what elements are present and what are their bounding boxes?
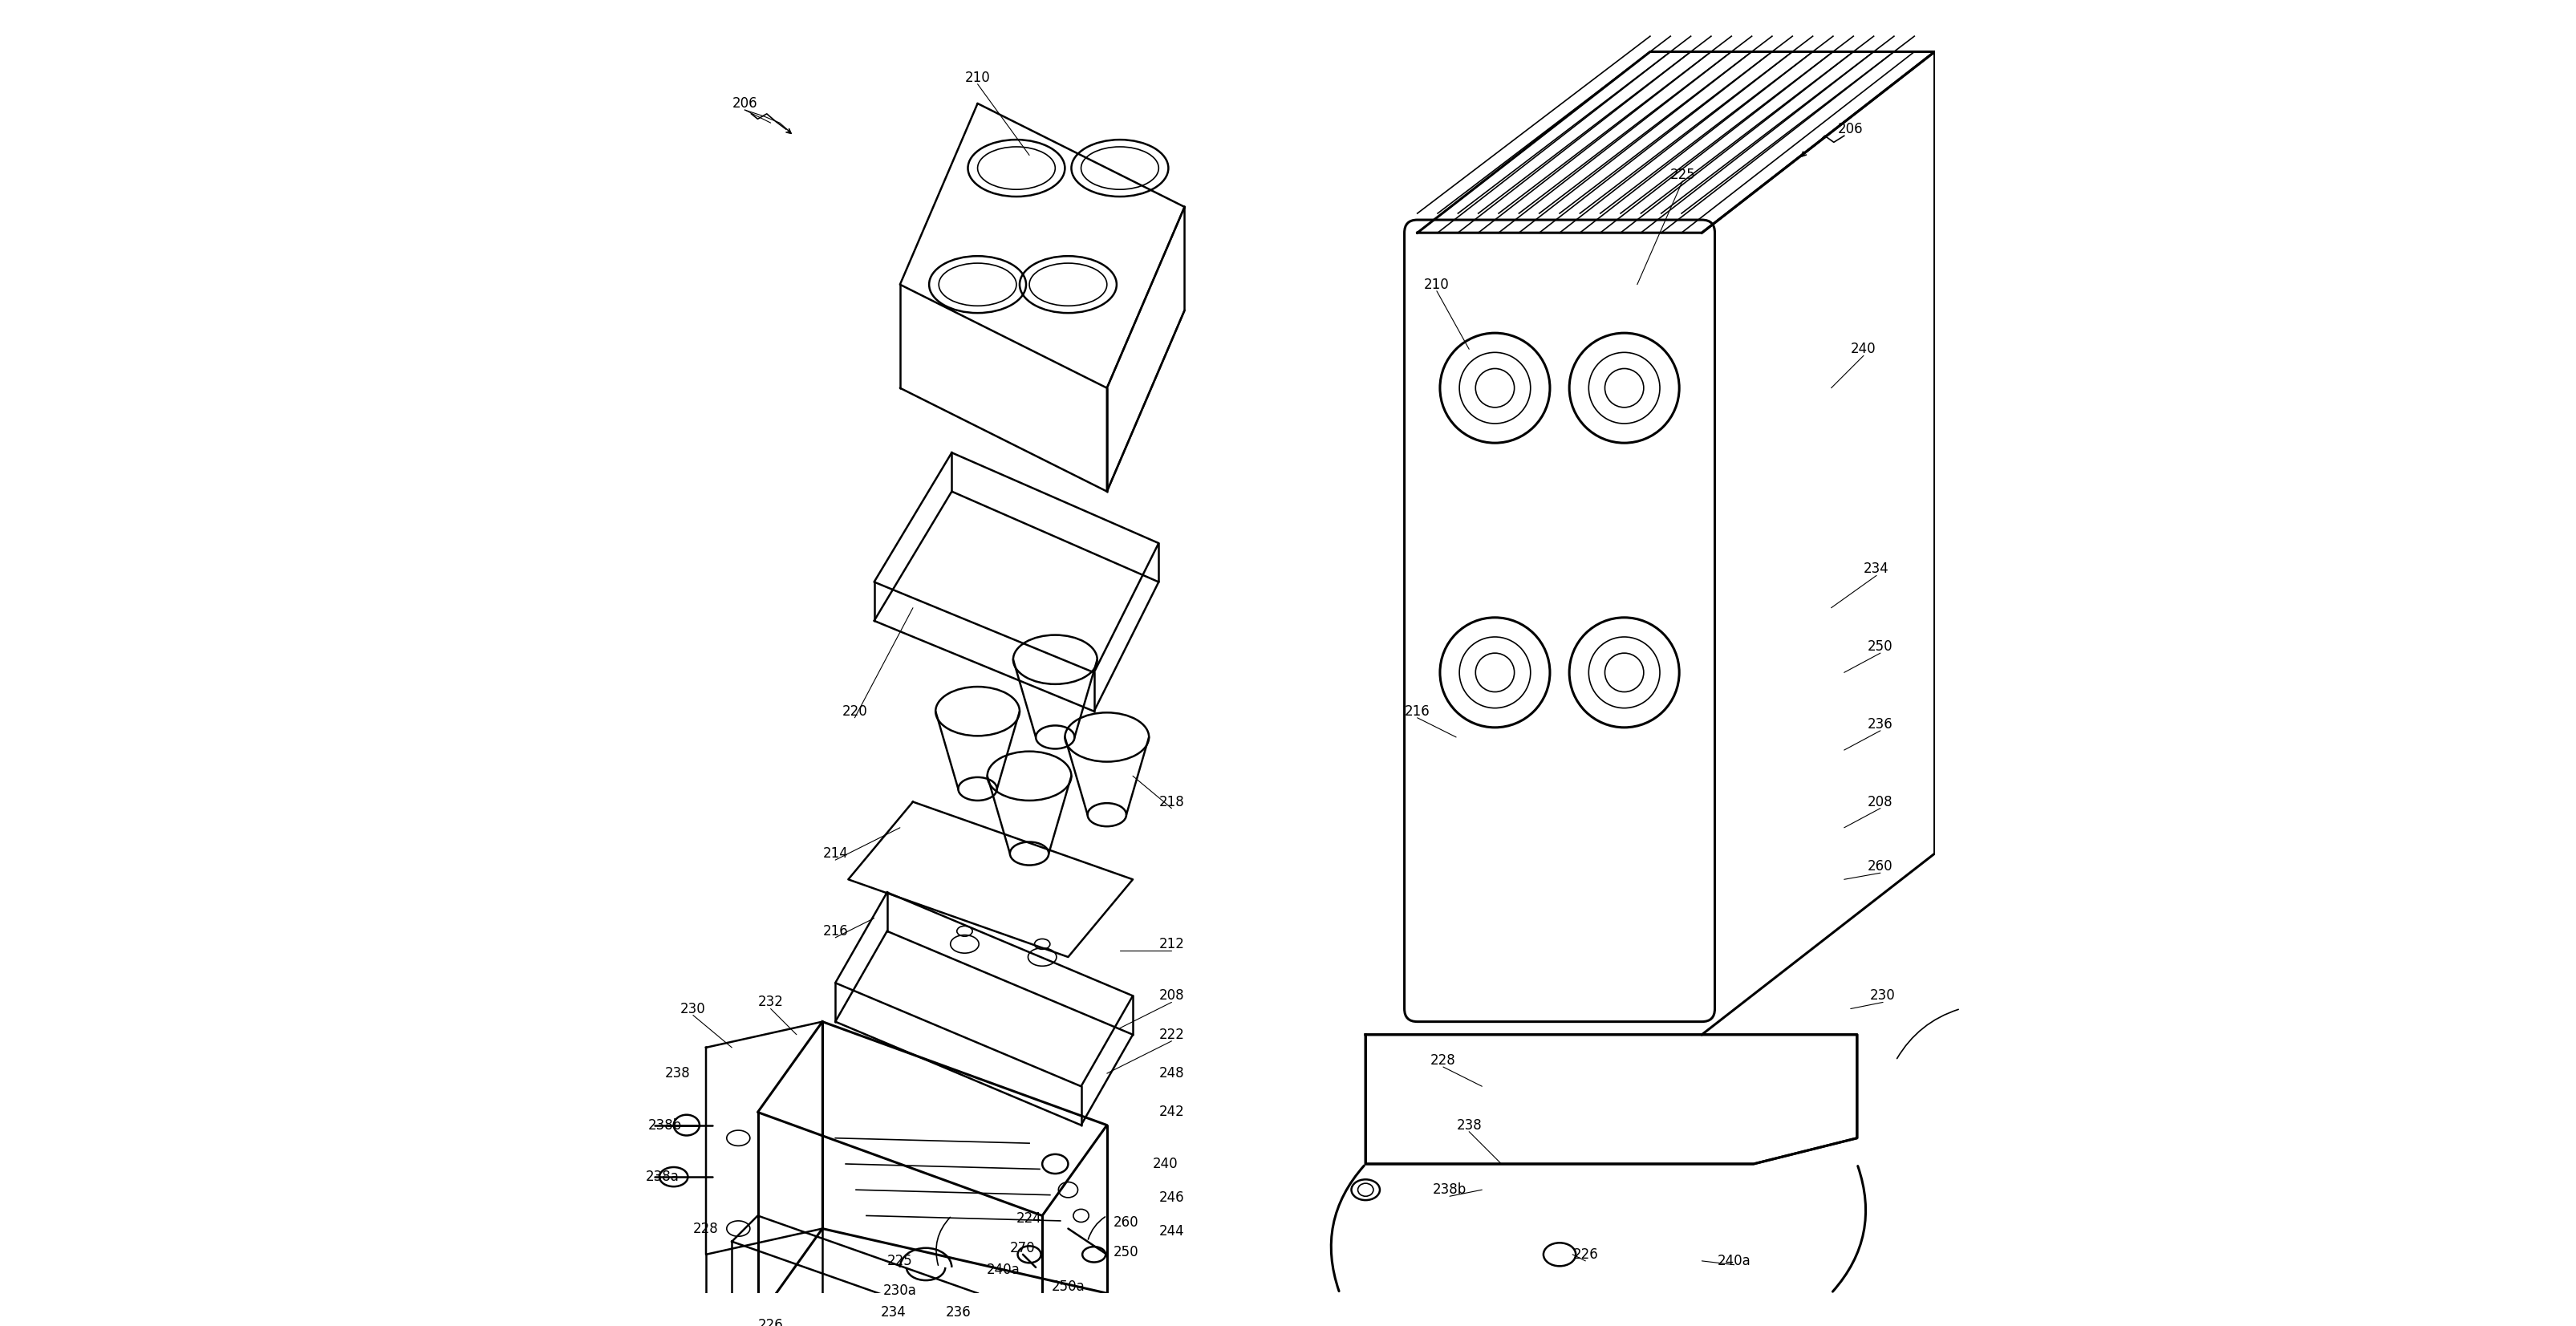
Text: 228: 228 bbox=[693, 1221, 719, 1236]
Text: 236: 236 bbox=[945, 1305, 971, 1319]
Text: 238a: 238a bbox=[644, 1170, 680, 1184]
Text: 248: 248 bbox=[1159, 1066, 1185, 1081]
Text: 240: 240 bbox=[1151, 1156, 1177, 1171]
Text: 230: 230 bbox=[680, 1001, 706, 1016]
Text: 224: 224 bbox=[1018, 1211, 1043, 1225]
Text: 228: 228 bbox=[1430, 1053, 1455, 1067]
Text: 212: 212 bbox=[1159, 937, 1185, 951]
Text: 214: 214 bbox=[822, 846, 848, 861]
Text: 250: 250 bbox=[1113, 1245, 1139, 1260]
Text: 218: 218 bbox=[1159, 794, 1185, 809]
Text: 230: 230 bbox=[1870, 989, 1896, 1002]
Text: 238: 238 bbox=[665, 1066, 690, 1081]
Polygon shape bbox=[1365, 1034, 1857, 1164]
Text: 210: 210 bbox=[1425, 277, 1450, 292]
Polygon shape bbox=[1703, 52, 1935, 1034]
Text: 238b: 238b bbox=[647, 1118, 683, 1132]
Text: 238b: 238b bbox=[1432, 1183, 1466, 1197]
Text: 210: 210 bbox=[966, 70, 989, 85]
Text: 238: 238 bbox=[1455, 1118, 1481, 1132]
Text: 222: 222 bbox=[1159, 1028, 1185, 1042]
Text: 250: 250 bbox=[1868, 639, 1893, 654]
Text: 260: 260 bbox=[1868, 859, 1893, 874]
Text: 230a: 230a bbox=[884, 1284, 917, 1298]
Text: 240a: 240a bbox=[1718, 1253, 1752, 1268]
Text: 242: 242 bbox=[1159, 1105, 1185, 1119]
Text: 244: 244 bbox=[1159, 1224, 1185, 1238]
Text: 225: 225 bbox=[1669, 167, 1695, 182]
Text: 225: 225 bbox=[886, 1253, 912, 1268]
Text: 250a: 250a bbox=[1051, 1280, 1084, 1294]
Text: 206: 206 bbox=[1837, 122, 1862, 137]
Text: 270: 270 bbox=[1010, 1241, 1036, 1256]
Text: 232: 232 bbox=[757, 994, 783, 1009]
Text: 246: 246 bbox=[1159, 1191, 1185, 1205]
Text: 220: 220 bbox=[842, 704, 868, 719]
FancyBboxPatch shape bbox=[1404, 220, 1716, 1021]
Text: 208: 208 bbox=[1868, 794, 1893, 809]
Text: 216: 216 bbox=[1404, 704, 1430, 719]
Text: 234: 234 bbox=[1865, 562, 1888, 577]
Text: 234: 234 bbox=[881, 1305, 907, 1319]
Text: 208: 208 bbox=[1159, 989, 1185, 1002]
Text: 236: 236 bbox=[1868, 717, 1893, 732]
Text: 260: 260 bbox=[1113, 1215, 1139, 1229]
Text: 226: 226 bbox=[757, 1318, 783, 1326]
Text: 216: 216 bbox=[822, 924, 848, 939]
Text: 206: 206 bbox=[732, 97, 757, 110]
Text: 226: 226 bbox=[1574, 1248, 1597, 1261]
Text: 240a: 240a bbox=[987, 1262, 1020, 1277]
Text: 240: 240 bbox=[1852, 342, 1875, 357]
